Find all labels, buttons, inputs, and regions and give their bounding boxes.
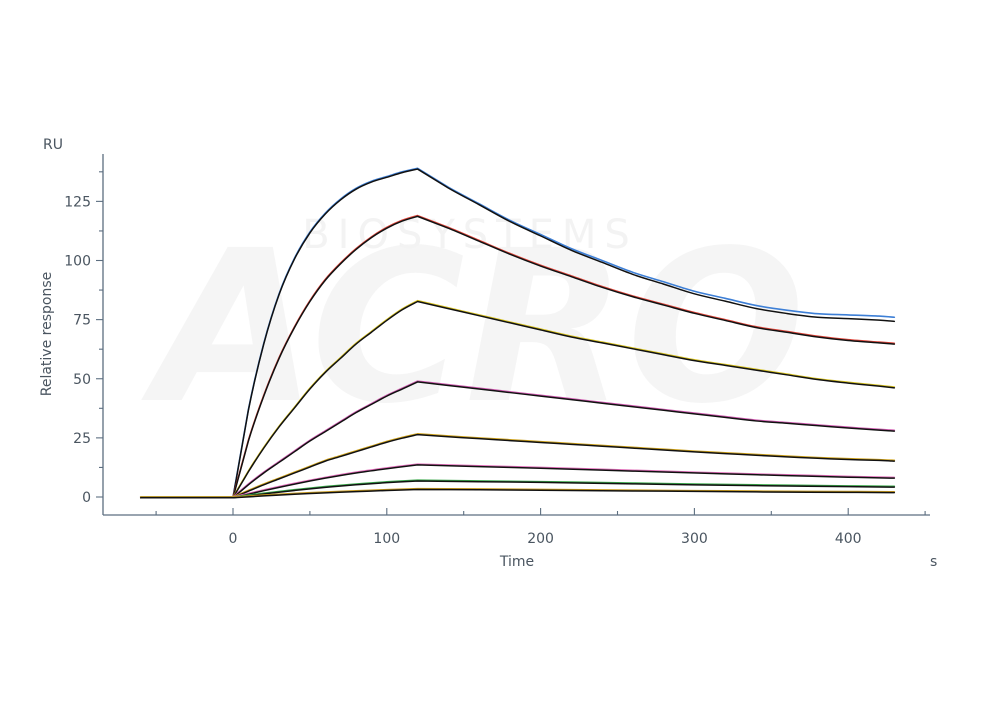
y-tick-label: 125	[64, 194, 91, 210]
series-8	[139, 487, 896, 499]
fit-curve	[139, 381, 896, 499]
fit-curve	[139, 215, 896, 499]
fit-curve	[139, 488, 896, 499]
x-tick-label: 400	[835, 531, 862, 547]
series-1	[139, 167, 896, 499]
x-tick-label: 200	[527, 531, 554, 547]
series-7	[139, 479, 896, 499]
measured-curve	[139, 463, 896, 498]
y-tick-label: 75	[73, 313, 91, 329]
fit-curve	[139, 300, 896, 499]
y-axis-title: Relative response	[39, 272, 55, 397]
y-tick-label: 50	[73, 372, 91, 388]
x-tick-label: 100	[373, 531, 400, 547]
y-unit-label: RU	[43, 137, 63, 153]
series-3	[139, 299, 896, 499]
measured-curve	[139, 479, 896, 498]
x-unit-label: s	[930, 554, 937, 570]
measured-curve	[139, 487, 896, 498]
fit-curve	[139, 433, 896, 499]
fit-curve	[139, 480, 896, 499]
response-curves	[139, 167, 896, 499]
y-tick-label: 0	[82, 490, 91, 506]
series-5	[139, 433, 896, 499]
y-tick-label: 25	[73, 431, 91, 447]
watermark: BIOSYSTEMS ACRO	[141, 205, 805, 450]
fit-curve	[139, 464, 896, 499]
series-6	[139, 463, 896, 499]
fit-curve	[139, 168, 896, 499]
series-2	[139, 214, 896, 499]
x-tick-label: 0	[229, 531, 238, 547]
x-axis-title: Time	[499, 554, 534, 570]
x-tick-label: 300	[681, 531, 708, 547]
watermark-large: ACRO	[141, 205, 805, 450]
y-tick-label: 100	[64, 254, 91, 270]
series-4	[139, 380, 896, 499]
axes: 0 100 200 300 400 0 25 50 75 100 125	[64, 154, 930, 547]
